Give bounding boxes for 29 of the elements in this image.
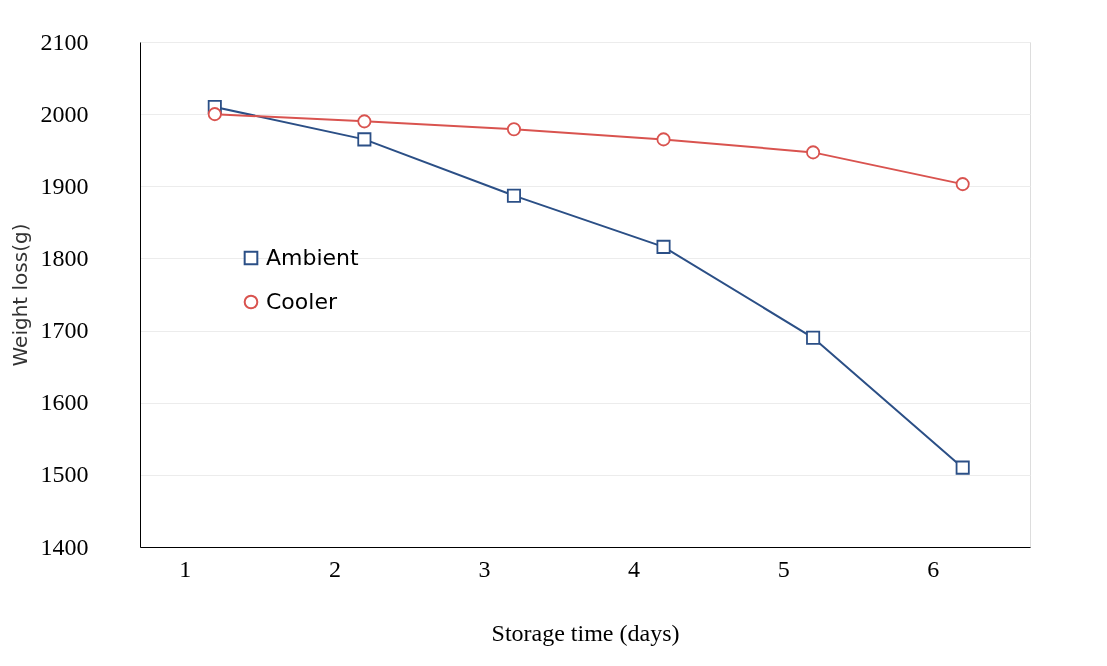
y-tick-label: 1400 — [40, 533, 89, 560]
x-tick-label: 1 — [179, 555, 192, 582]
x-axis-title: Storage time (days) — [491, 619, 680, 646]
point — [656, 132, 671, 147]
point — [357, 132, 372, 147]
legend-label: Cooler — [266, 289, 338, 314]
legend-label: Ambient — [266, 245, 360, 270]
x-tick-label: 4 — [628, 555, 641, 582]
y-axis-title: Weight loss(g) — [7, 223, 32, 367]
point — [955, 460, 970, 475]
x-tick-label: 3 — [478, 555, 491, 582]
point — [806, 330, 821, 345]
point — [506, 188, 521, 203]
point — [656, 239, 671, 254]
point — [955, 177, 970, 192]
y-tick-label: 1900 — [40, 172, 89, 199]
point — [506, 122, 521, 137]
y-tick-label: 1500 — [40, 461, 89, 488]
point — [207, 107, 222, 122]
x-tick-label: 6 — [927, 555, 940, 582]
x-tick-label: 2 — [328, 555, 341, 582]
point — [357, 114, 372, 129]
y-tick-label: 2100 — [40, 28, 89, 55]
y-tick-label: 1700 — [40, 317, 89, 344]
y-tick-label: 1600 — [40, 389, 89, 416]
x-tick-label: 5 — [777, 555, 790, 582]
y-tick-label: 1800 — [40, 244, 89, 271]
y-tick-label: 2000 — [40, 100, 89, 127]
point — [806, 145, 821, 160]
